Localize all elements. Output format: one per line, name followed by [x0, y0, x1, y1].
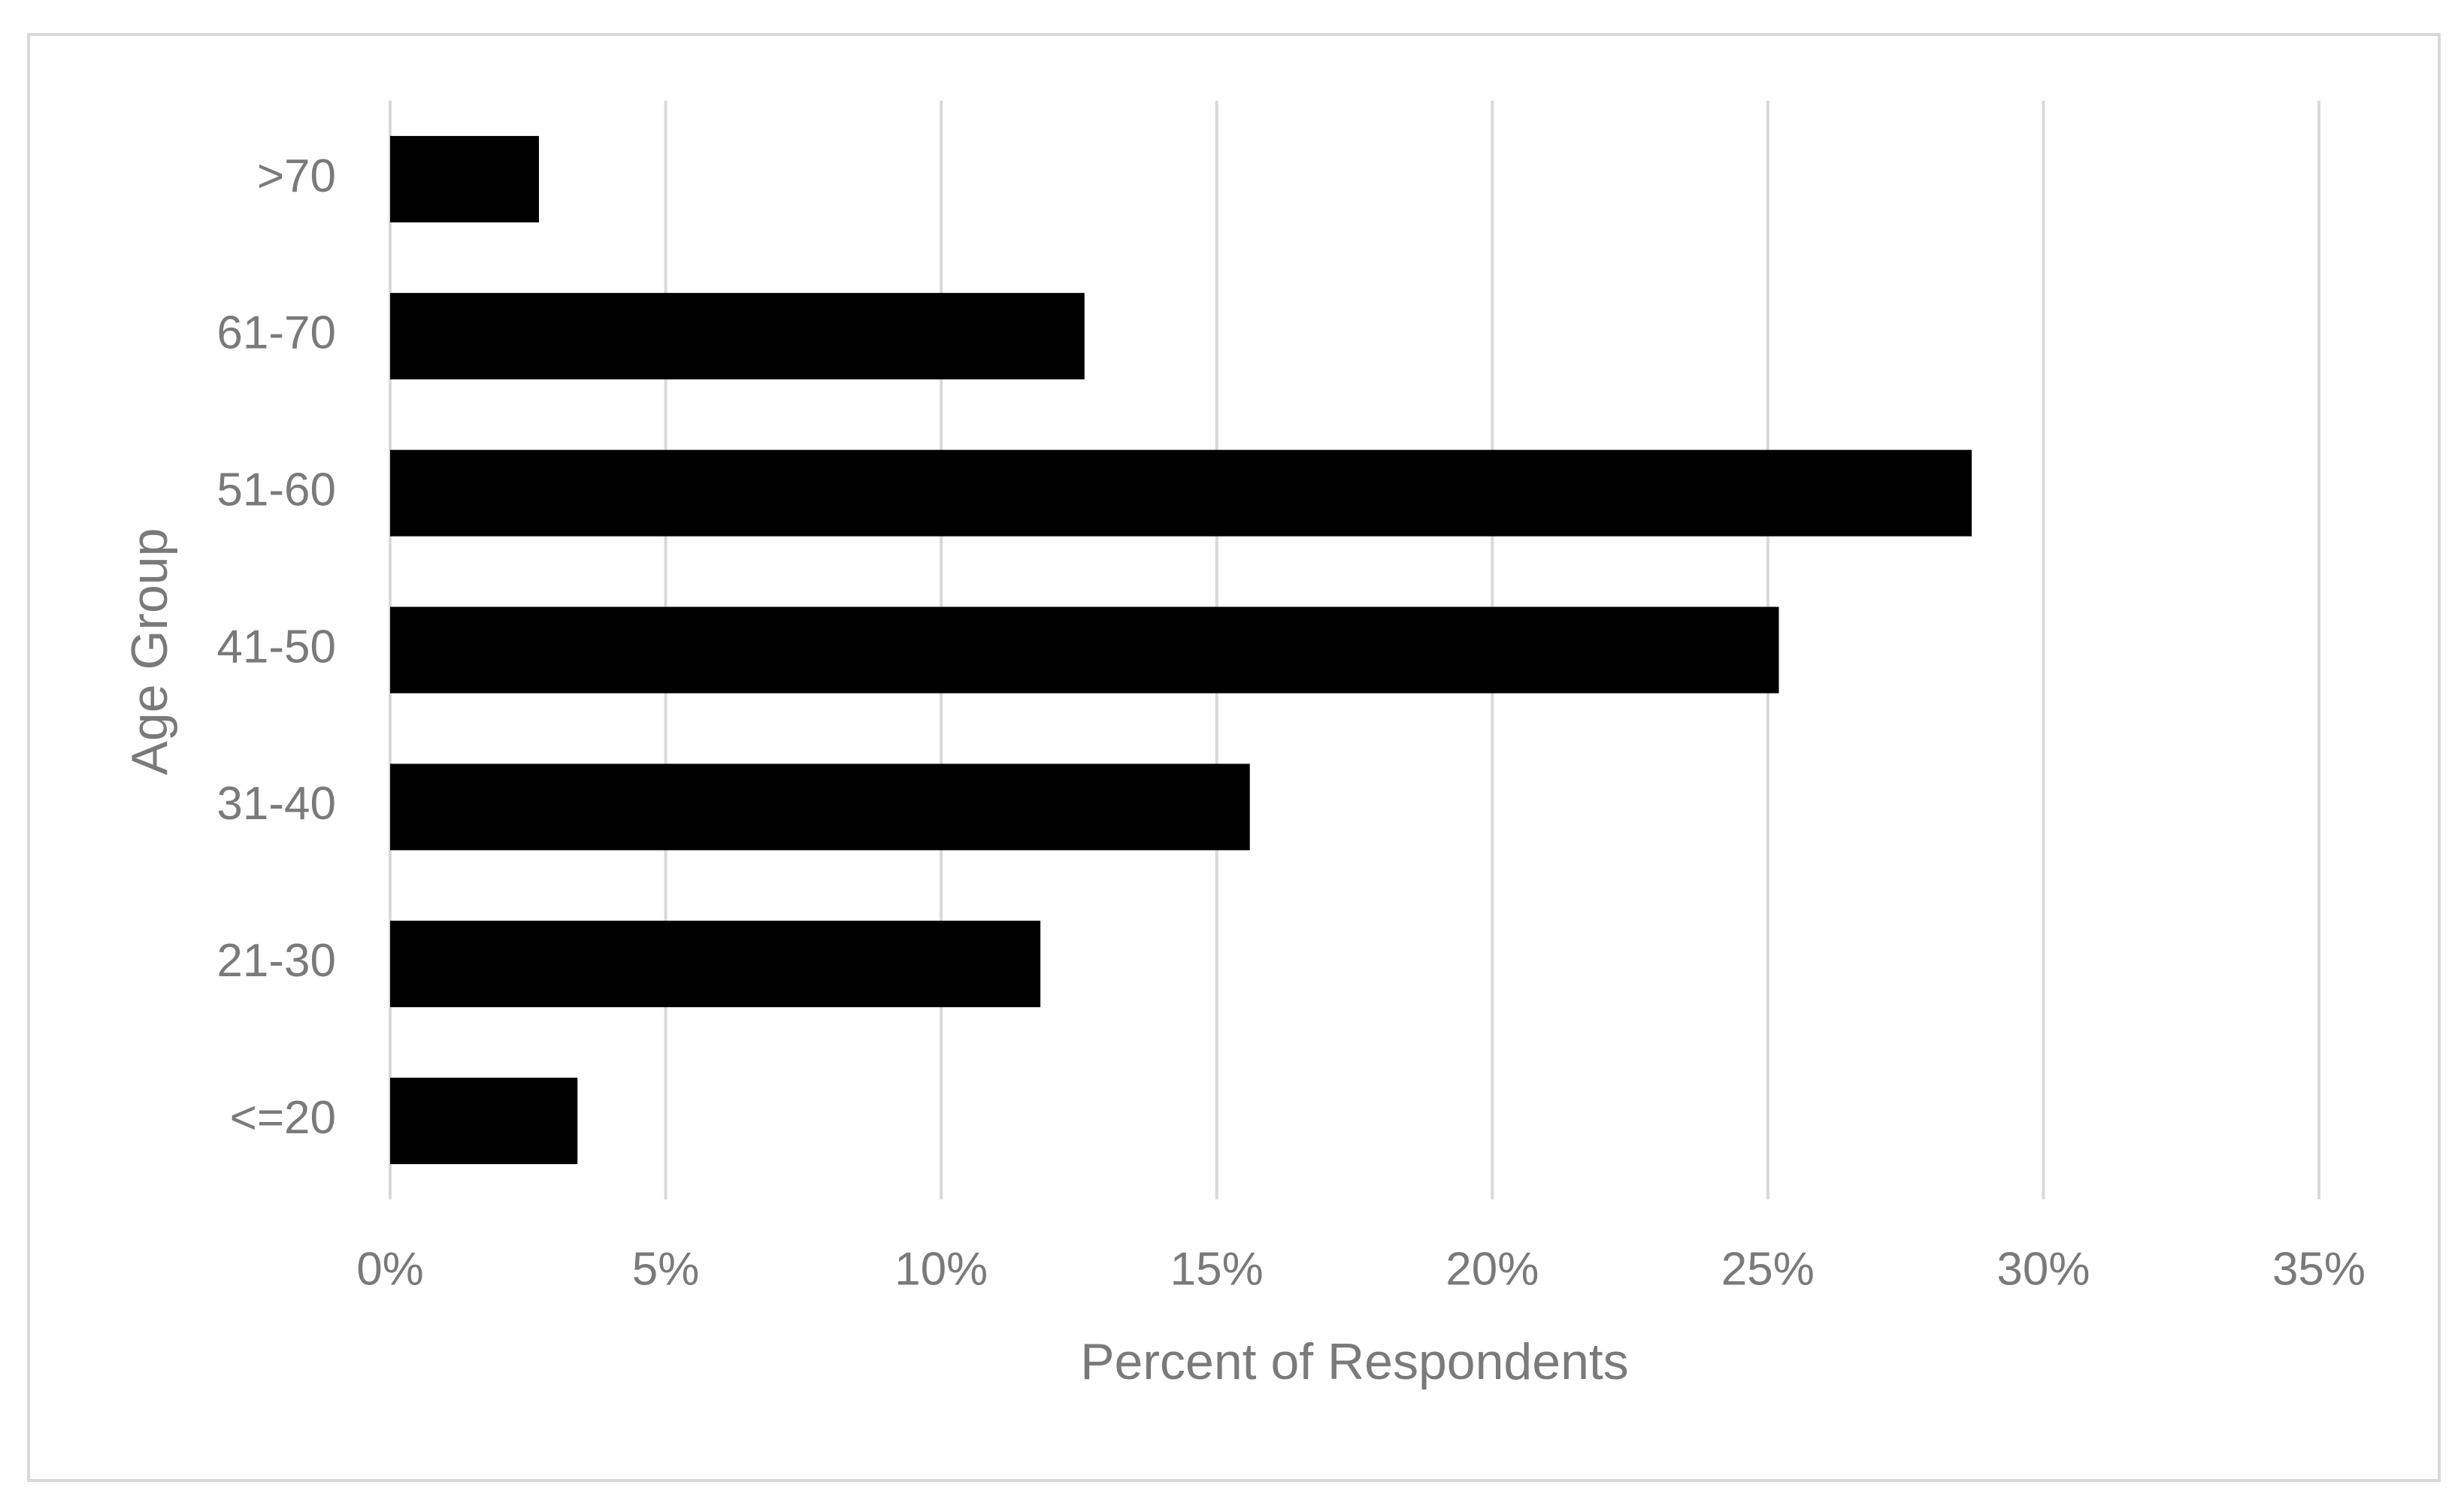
y-tick-label: <=20 — [230, 1092, 336, 1144]
bar — [390, 292, 1085, 380]
y-tick-label: 41-50 — [216, 621, 336, 673]
x-tick-label: 10% — [894, 1243, 988, 1295]
bar — [390, 1078, 578, 1165]
bar — [390, 135, 539, 222]
y-tick-label: 31-40 — [216, 778, 336, 830]
x-tick-label: 30% — [1996, 1243, 2090, 1295]
y-tick-label: 61-70 — [216, 307, 336, 359]
x-tick-label: 0% — [356, 1243, 424, 1295]
x-tick-label: 20% — [1445, 1243, 1539, 1295]
y-tick-label: 21-30 — [216, 935, 336, 987]
bar — [390, 764, 1250, 851]
x-tick-label: 35% — [2272, 1243, 2366, 1295]
chart-border — [27, 33, 2441, 1482]
x-tick-label: 15% — [1170, 1243, 1264, 1295]
bar — [390, 921, 1041, 1008]
bar — [390, 606, 1779, 694]
y-axis-title: Age Group — [121, 528, 178, 776]
y-tick-label: 51-60 — [216, 464, 336, 516]
x-tick-label: 5% — [632, 1243, 700, 1295]
x-tick-label: 25% — [1721, 1243, 1815, 1295]
y-tick-label: >70 — [257, 150, 336, 202]
bar — [390, 449, 1972, 537]
x-axis-title: Percent of Respondents — [1080, 1333, 1629, 1390]
